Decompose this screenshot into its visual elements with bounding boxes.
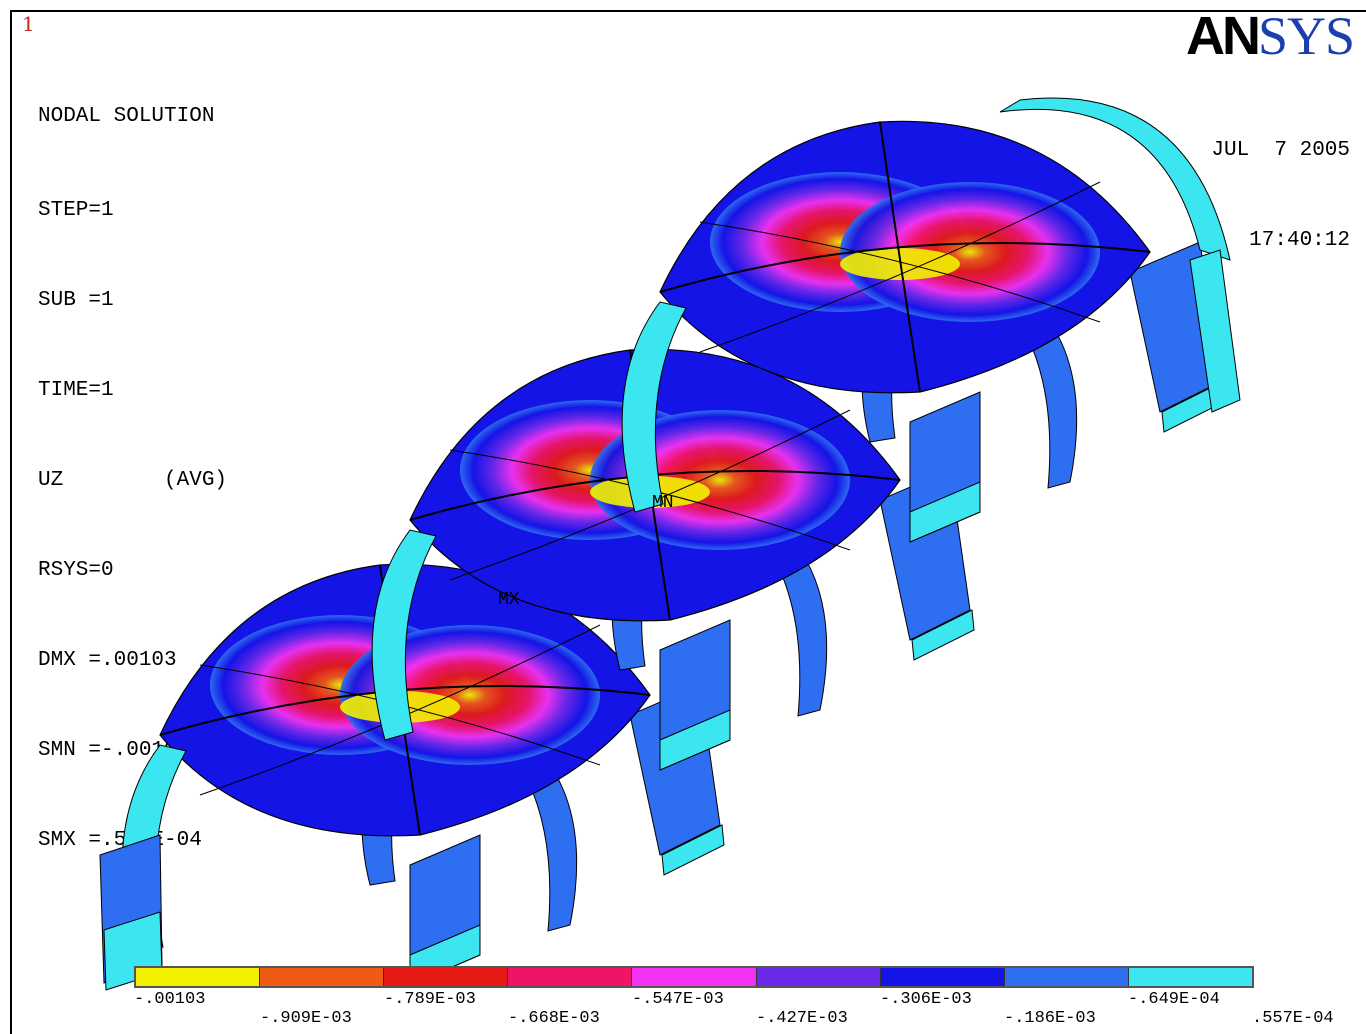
- info-line-sub: SUB =1: [38, 289, 114, 312]
- logo-sys: SYS: [1258, 6, 1355, 66]
- legend-swatch: [384, 968, 509, 986]
- transverse-arch: [371, 529, 437, 741]
- pier-base: [911, 609, 975, 661]
- legend-label: -.186E-03: [1004, 1009, 1096, 1028]
- vault-rib: [659, 242, 1151, 293]
- end-pier: [1189, 249, 1241, 413]
- vault-rib: [699, 181, 1101, 353]
- legend-label: -.668E-03: [508, 1009, 600, 1028]
- legend-swatch: [260, 968, 385, 986]
- graphics-window-frame: [10, 10, 1366, 1034]
- plot-title: NODAL SOLUTION: [38, 105, 215, 128]
- legend-label: -.306E-03: [880, 990, 972, 1009]
- date-text: JUL 7 2005: [1211, 139, 1350, 162]
- legend-swatch: [508, 968, 633, 986]
- info-line-dmx: DMX =.00103: [38, 649, 177, 672]
- legend-label: -.427E-03: [756, 1009, 848, 1028]
- legend-swatch: [136, 968, 261, 986]
- legend-label: .557E-04: [1252, 1009, 1334, 1028]
- legend-swatch: [632, 968, 757, 986]
- pier-base: [661, 824, 725, 876]
- legend-label: -.789E-03: [384, 990, 476, 1009]
- legend-label: -.909E-03: [260, 1009, 352, 1028]
- legend-swatch: [880, 968, 1005, 986]
- legend-swatch: [1128, 968, 1252, 986]
- legend-label: -.649E-04: [1128, 990, 1220, 1009]
- solution-info-panel: NODAL SOLUTION STEP=1 SUB =1 TIME=1 UZ (…: [38, 42, 227, 886]
- pier-base: [659, 709, 731, 771]
- legend-label: -.547E-03: [632, 990, 724, 1009]
- arch-leg: [777, 549, 828, 717]
- info-line-rsys: RSYS=0: [38, 559, 114, 582]
- legend-label: -.00103: [134, 990, 206, 1009]
- vault-rib: [699, 221, 1101, 323]
- info-line-step: STEP=1: [38, 199, 114, 222]
- min-marker-label: MN: [652, 493, 674, 513]
- vault-rib: [879, 121, 921, 393]
- timestamp: JUL 7 2005 17:40:12: [1150, 76, 1350, 286]
- arch-leg: [527, 764, 578, 932]
- time-text: 17:40:12: [1249, 229, 1350, 252]
- legend-swatch: [756, 968, 881, 986]
- max-marker-label: MX: [498, 590, 520, 610]
- logo-an: AN: [1186, 6, 1261, 66]
- transverse-arch: [621, 301, 687, 513]
- pier-base: [909, 481, 981, 543]
- window-number: 1: [22, 12, 35, 36]
- contour-legend-bar: [134, 966, 1254, 988]
- info-line-time: TIME=1: [38, 379, 114, 402]
- ansys-logo: ANSYS: [1186, 6, 1355, 66]
- end-arch: [999, 97, 1231, 261]
- info-line-uz: UZ (AVG): [38, 469, 228, 492]
- arch-leg: [1027, 321, 1078, 489]
- legend-swatch: [1004, 968, 1129, 986]
